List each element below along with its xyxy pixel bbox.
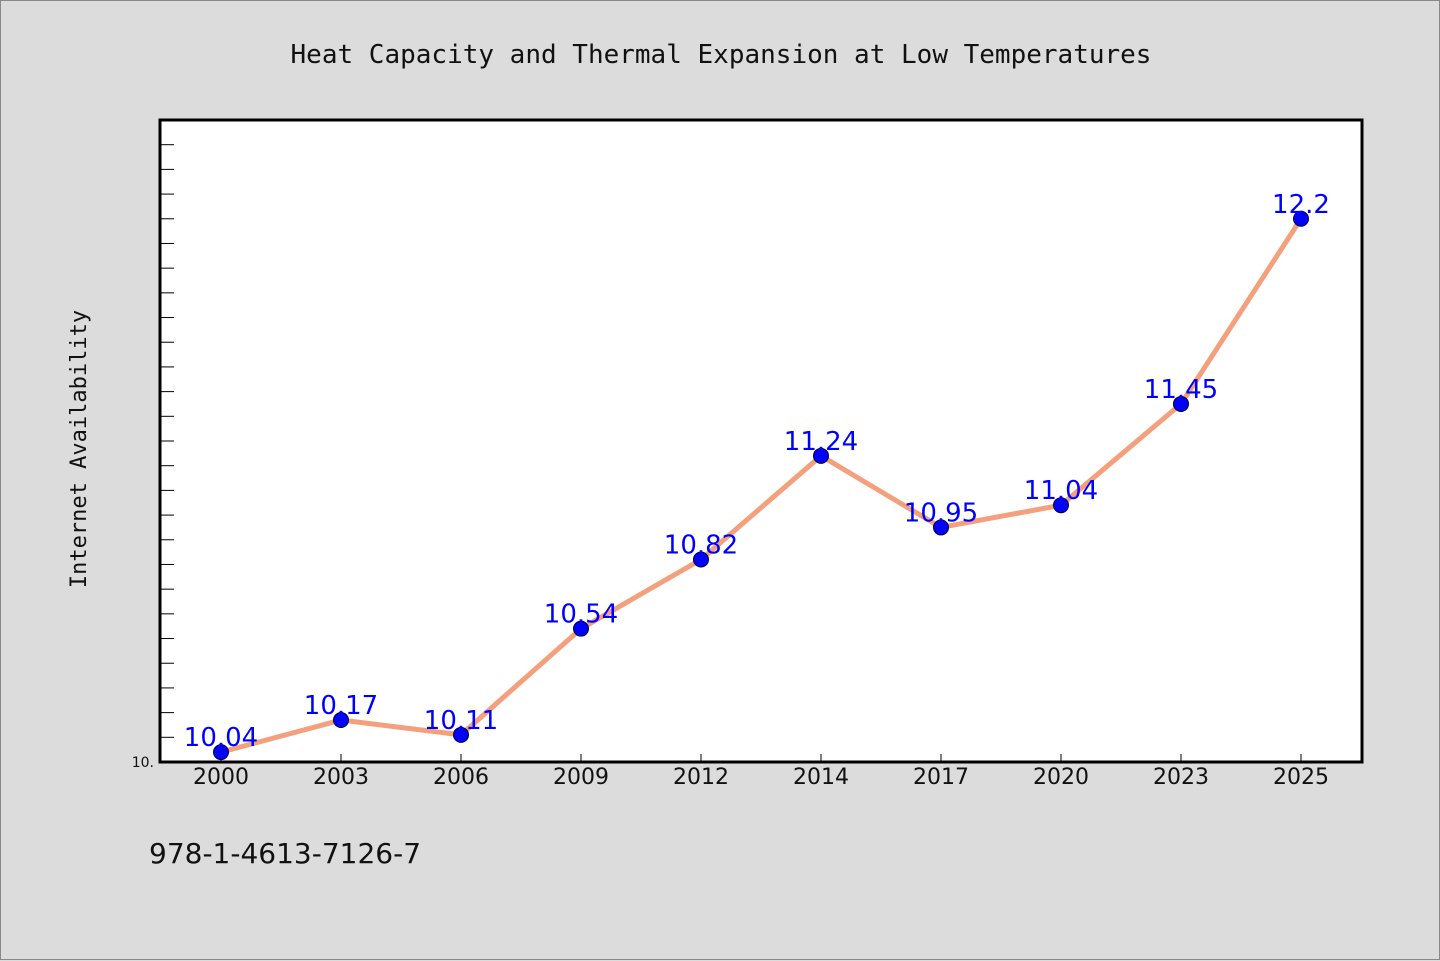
data-label: 10.95 [904,498,978,528]
data-point [1053,497,1069,514]
data-point [1173,395,1189,412]
data-point [693,551,709,568]
plot-area [158,118,1364,764]
data-point [213,744,229,761]
data-point [573,620,589,637]
x-tick-label: 2020 [1033,765,1089,790]
y-axis-label: Internet Availability [67,310,92,588]
data-label: 11.04 [1024,476,1098,506]
data-label: 10.17 [304,691,378,721]
series-line [218,216,1304,755]
data-label: 10.54 [544,600,618,630]
data-point [1293,210,1309,227]
data-point [813,447,829,464]
x-tick-label: 2023 [1153,765,1209,790]
data-point [333,712,349,729]
x-tick-label: 2025 [1273,765,1329,790]
isbn-text: 978-1-4613-7126-7 [149,837,421,870]
data-label: 12.2 [1272,190,1330,220]
data-label: 10.04 [184,723,258,753]
data-label: 10.82 [664,531,738,561]
data-label: 10.11 [424,706,498,736]
data-label: 11.45 [1144,375,1218,405]
x-tick-label: 2003 [313,765,369,790]
x-tick-label: 2014 [793,765,849,790]
x-tick-label: 2006 [433,765,489,790]
x-axis-ticks: 2000 2003 2006 2009 2012 2014 2017 2020 2023 2025 [193,754,1329,790]
x-tick-label: 2000 [193,765,249,790]
chart-title: Heat Capacity and Thermal Expansion at L… [291,40,1152,70]
data-label: 11.24 [784,427,858,457]
data-point [933,519,949,536]
y-axis-ticks [160,144,174,738]
series-layer: 10.04 10.17 10.11 10.54 10.82 11.24 10.95 11.04… [184,190,1330,761]
data-point [453,726,469,743]
x-tick-label: 2012 [673,765,729,790]
x-tick-label: 2017 [913,765,969,790]
x-tick-label: 2009 [553,765,609,790]
y-tick-label: 10. [132,755,154,771]
